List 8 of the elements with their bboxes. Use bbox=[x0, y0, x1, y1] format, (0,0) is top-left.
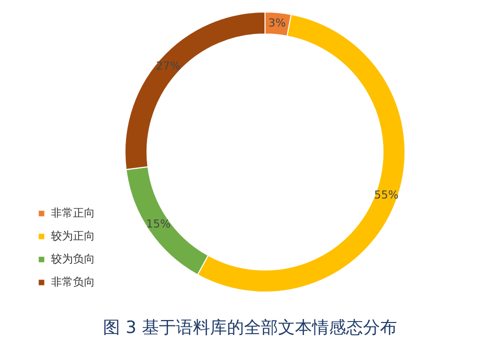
data-label: 27% bbox=[156, 60, 180, 73]
legend-label: 非常正向 bbox=[51, 206, 95, 220]
caption: 图 3 基于语料库的全部文本情感态分布 bbox=[102, 317, 398, 339]
data-label: 3% bbox=[268, 16, 286, 30]
legend-label: 较为正向 bbox=[51, 230, 95, 242]
legend-label: 非常负向 bbox=[51, 276, 95, 288]
data-label: 15% bbox=[146, 218, 171, 231]
legend-label: 较为负向 bbox=[51, 252, 95, 266]
